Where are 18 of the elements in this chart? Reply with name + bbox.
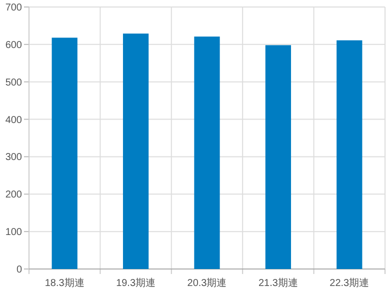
bar — [265, 45, 292, 269]
y-tick-label: 700 — [5, 2, 22, 14]
bar — [52, 38, 78, 269]
y-tick-label: 600 — [5, 40, 22, 51]
y-tick-label: 0 — [16, 264, 22, 276]
y-tick-label: 100 — [5, 227, 22, 238]
y-tick-label: 500 — [5, 77, 22, 88]
y-tick-label: 200 — [5, 190, 22, 201]
y-tick-label: 400 — [5, 114, 22, 126]
y-tick-label: 300 — [5, 152, 22, 164]
x-tick-label: 20.3期連 — [187, 277, 227, 289]
bar — [194, 36, 220, 269]
x-tick-label: 18.3期連 — [44, 277, 84, 289]
x-tick-label: 19.3期連 — [116, 277, 156, 289]
bar — [336, 40, 362, 269]
bar — [122, 34, 149, 269]
x-tick-label: 22.3期連 — [330, 277, 370, 289]
x-tick-label: 21.3期連 — [258, 277, 298, 289]
